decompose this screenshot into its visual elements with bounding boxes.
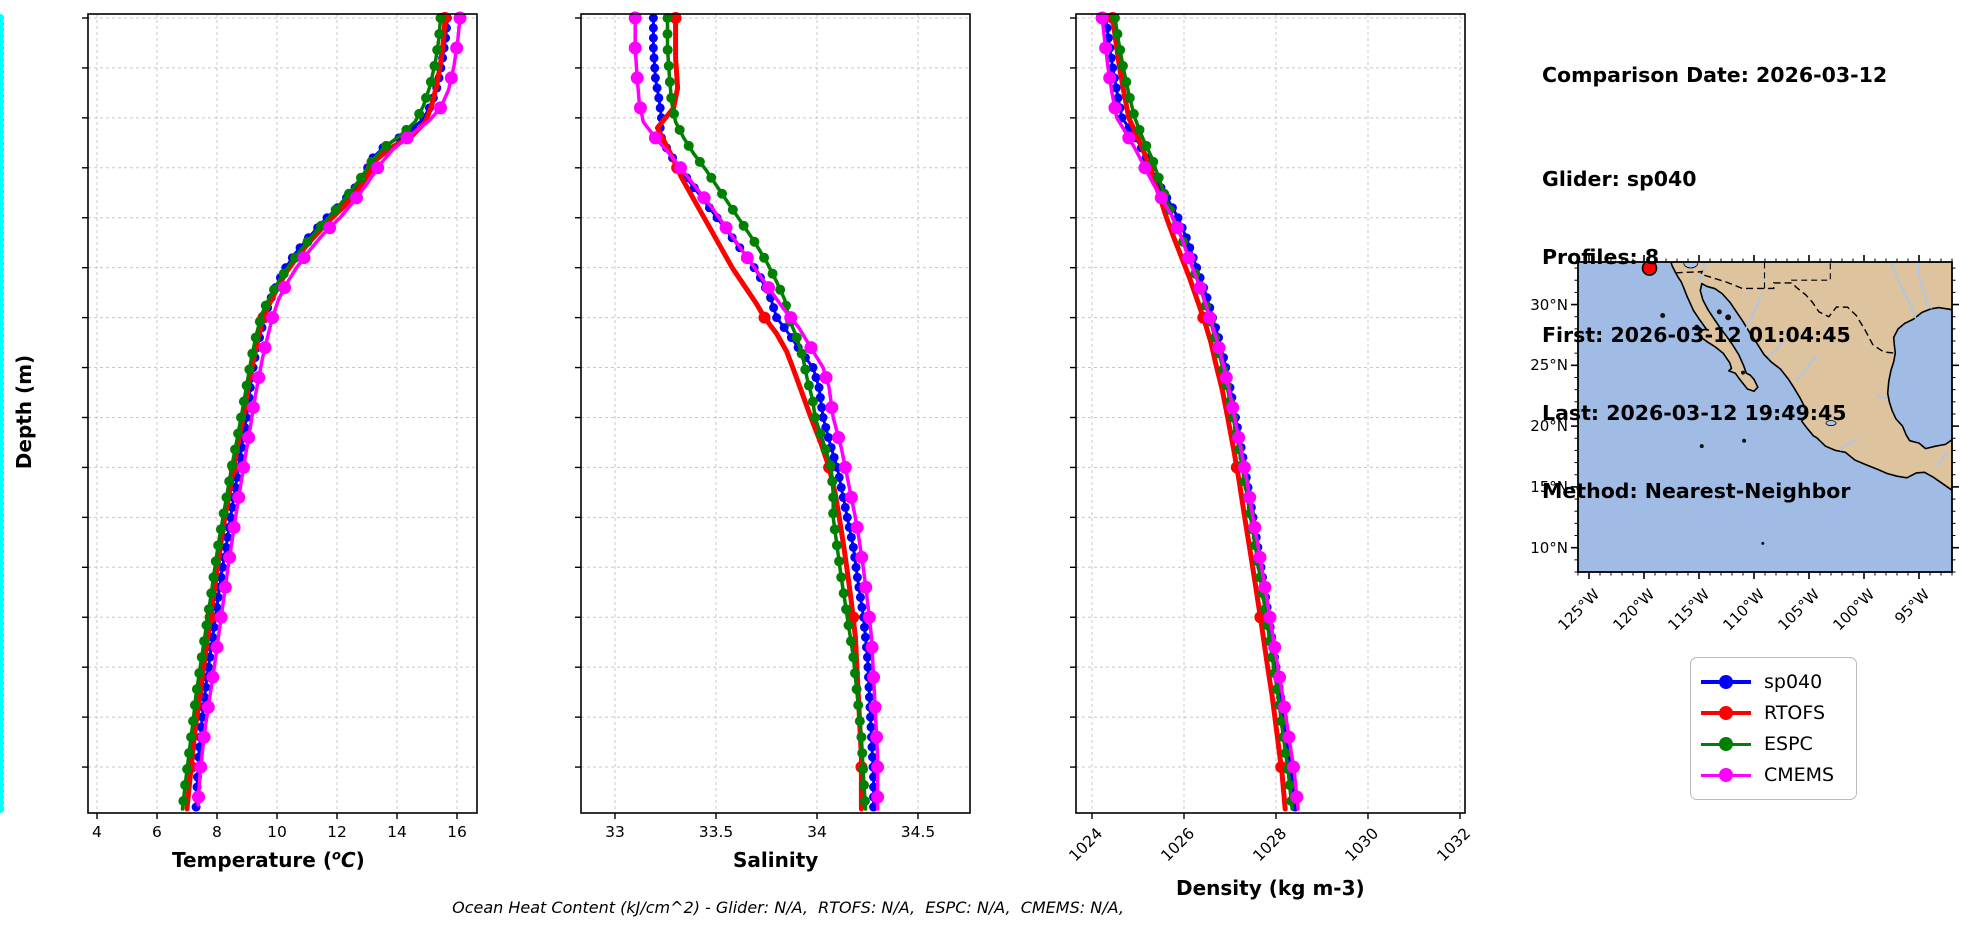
glider-raw-profiles	[0, 13, 4, 814]
salinity-profile-xtick: 34	[807, 823, 827, 841]
river	[1839, 438, 1858, 452]
legend-item-sp040: sp040	[1701, 666, 1846, 697]
salinity-axis-label: Salinity	[733, 848, 819, 872]
series-CMEMS	[1095, 11, 1304, 811]
location-map	[1571, 255, 1959, 579]
temperature-profile	[0, 11, 478, 819]
legend-label: CMEMS	[1764, 764, 1835, 787]
temperature-axis-label-sup: o	[331, 848, 341, 864]
info-block: Comparison Date: 2026-03-12 Glider: sp04…	[1542, 10, 1887, 530]
island	[1742, 438, 1747, 443]
map-lat-tick: 20°N	[1530, 417, 1568, 436]
series-CMEMS	[628, 11, 885, 811]
temperature-profile-xtick: 10	[267, 823, 287, 841]
espc-line-swatch	[1701, 737, 1751, 752]
temperature-axis-label: Temperature (oC)	[172, 848, 365, 872]
density-profile	[0, 11, 1466, 819]
map-lat-tick: 10°N	[1530, 538, 1568, 557]
sp040-line-swatch	[1701, 674, 1751, 689]
island	[1699, 444, 1704, 449]
island	[1725, 314, 1732, 321]
land-coastline	[1670, 262, 1952, 492]
map-lat-tick: 25°N	[1530, 356, 1568, 375]
legend-item-espc: ESPC	[1701, 729, 1846, 760]
legend-item-cmems: CMEMS	[1701, 760, 1846, 791]
island	[1741, 370, 1745, 375]
legend: sp040 RTOFS ESPC CMEMS	[1690, 657, 1857, 800]
density-axis-label: Density (kg m-3)	[1176, 876, 1365, 900]
river	[1917, 262, 1933, 309]
river	[1767, 338, 1786, 358]
island	[1660, 312, 1666, 318]
river	[1795, 355, 1818, 382]
legend-label: RTOFS	[1764, 701, 1826, 724]
ocean-heat-content-note: Ocean Heat Content (kJ/cm^2) - Glider: N…	[452, 898, 1124, 917]
salinity-profile-xtick: 33	[605, 823, 625, 841]
rtofs-line-swatch	[1701, 705, 1751, 720]
river	[1935, 451, 1949, 467]
cmems-line-swatch	[1701, 768, 1751, 783]
island	[1761, 541, 1765, 545]
temperature-axis-label-suffix: )	[355, 848, 365, 872]
depth-axis-label: Depth (m)	[12, 354, 36, 470]
temperature-axis-label-unit: C	[340, 848, 356, 872]
river	[1890, 262, 1917, 319]
info-glider: Glider: sp040	[1542, 167, 1697, 191]
legend-item-rtofs: RTOFS	[1701, 697, 1846, 728]
series-ESPC	[178, 12, 446, 811]
series-ESPC	[662, 12, 870, 811]
legend-label: sp040	[1764, 670, 1823, 693]
island	[1788, 405, 1794, 411]
comparison-date: Comparison Date: 2026-03-12	[1542, 63, 1888, 87]
temperature-profile-xtick: 14	[387, 823, 407, 841]
temperature-profile-xtick: 6	[152, 823, 162, 841]
series-ESPC	[1110, 12, 1297, 811]
temperature-profile-xtick: 16	[447, 823, 467, 841]
info-first: First: 2026-03-12 01:04:45	[1542, 323, 1851, 347]
map-lat-tick: 30°N	[1530, 295, 1568, 314]
info-method: Method: Nearest-Neighbor	[1542, 479, 1851, 503]
salinity-profile-xtick: 34.5	[900, 823, 936, 841]
salinity-profile-xtick: 33.5	[698, 823, 734, 841]
lake	[1683, 262, 1699, 269]
temperature-profile-xtick: 8	[212, 823, 222, 841]
glider-location-marker	[1641, 262, 1658, 276]
salinity-profile	[0, 11, 971, 819]
island	[1693, 324, 1700, 331]
series-CMEMS	[192, 11, 467, 807]
info-profiles: Profiles: 8	[1542, 245, 1660, 269]
river	[1745, 294, 1762, 330]
island	[1716, 309, 1722, 315]
lake	[1825, 420, 1837, 426]
state-border	[1791, 262, 1831, 281]
series-RTOFS	[1106, 11, 1288, 812]
river	[1875, 393, 1888, 400]
map-lat-tick: 15°N	[1530, 477, 1568, 496]
legend-label: ESPC	[1764, 733, 1813, 756]
info-last: Last: 2026-03-12 19:49:45	[1542, 401, 1847, 425]
us-mexico-border	[1675, 270, 1896, 354]
temperature-axis-label-prefix: Temperature (	[172, 848, 332, 872]
temperature-profile-xtick: 4	[92, 823, 102, 841]
temperature-profile-xtick: 12	[327, 823, 347, 841]
